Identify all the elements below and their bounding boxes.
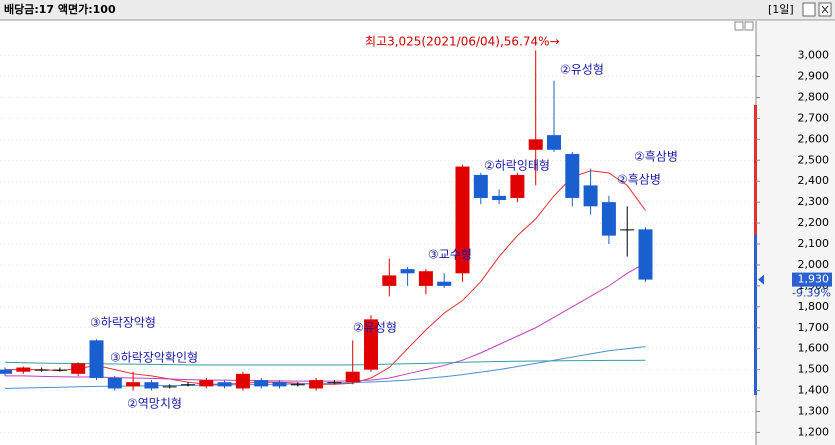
- candle-body: [364, 319, 378, 370]
- close-icon: [821, 5, 829, 14]
- candle-body: [162, 386, 177, 388]
- candle-body: [199, 380, 214, 387]
- moving-average: [5, 170, 646, 385]
- annotation: ③하락장악확인형: [110, 351, 198, 365]
- y-tick-label: 1,200: [798, 425, 830, 438]
- annotation: ②역망치형: [127, 397, 182, 411]
- candle-body: [107, 378, 122, 389]
- y-tick-label: 1,500: [798, 363, 830, 376]
- y-tick-label: 1,400: [798, 384, 830, 397]
- annotation: ②유성형: [560, 63, 604, 77]
- y-tick-label: 2,400: [798, 174, 830, 187]
- candle-body: [547, 135, 561, 150]
- candle-body: [16, 367, 31, 372]
- last-price: 1,930: [798, 273, 830, 286]
- y-tick-label: 2,500: [798, 153, 830, 166]
- candle-body: [309, 380, 324, 389]
- annotation: ③교수형: [428, 248, 472, 262]
- y-tick-label: 1,800: [798, 300, 830, 313]
- candle-body: [34, 369, 49, 371]
- annotation: ③하락장악형: [90, 316, 156, 330]
- price-pointer: [758, 274, 764, 285]
- candle-body: [327, 382, 342, 384]
- y-tick-label: 2,600: [798, 132, 830, 145]
- candle-body: [181, 384, 195, 386]
- change-label: -9.39%: [792, 287, 831, 300]
- candle-body: [437, 281, 452, 286]
- profile-bar: [754, 105, 757, 235]
- candle-body: [418, 271, 433, 286]
- profile-bar: [754, 235, 757, 395]
- candle-body: [601, 202, 616, 236]
- candle-body: [144, 382, 159, 389]
- min-button[interactable]: [734, 21, 744, 31]
- candle-body: [455, 166, 470, 274]
- axis-bg: [756, 21, 835, 445]
- y-tick-label: 1,300: [798, 405, 830, 418]
- candle-body: [0, 369, 12, 374]
- annotation: ②유성형: [353, 321, 397, 335]
- candle-body: [638, 229, 653, 280]
- top-bar: [0, 0, 835, 20]
- candle-body: [254, 380, 269, 387]
- y-tick-label: 2,800: [798, 90, 830, 103]
- candle-body: [400, 269, 415, 274]
- y-tick-label: 3,000: [798, 49, 830, 62]
- y-tick-label: 2,300: [798, 195, 830, 208]
- candle-body: [235, 373, 250, 389]
- annotation: ②흑삼병: [634, 150, 678, 164]
- candle-body: [492, 195, 507, 201]
- candle-body: [52, 369, 67, 371]
- candle-body: [272, 382, 287, 387]
- candle-body: [382, 275, 397, 286]
- candle-body: [217, 382, 232, 387]
- restore-button[interactable]: [802, 2, 816, 17]
- y-tick-label: 1,600: [798, 342, 830, 355]
- moving-average: [4, 359, 646, 366]
- candle-body: [89, 340, 104, 379]
- period[interactable]: [1일]: [768, 2, 794, 16]
- candle-body: [473, 174, 488, 198]
- y-tick-label: 2,200: [798, 216, 830, 229]
- annotation: ②흑삼병: [617, 173, 661, 187]
- annotation: ②하락잉태형: [484, 159, 550, 173]
- header-info: 배당금:17 액면가:100: [4, 2, 116, 16]
- candle-body: [71, 363, 86, 374]
- max-button[interactable]: [744, 21, 754, 31]
- candle-body: [126, 382, 141, 387]
- annotation: 최고3,025(2021/06/04),56.74%→: [365, 35, 560, 49]
- candle-body: [528, 139, 543, 150]
- candle-body: [345, 371, 360, 383]
- y-tick-label: 1,700: [798, 321, 830, 334]
- y-tick-label: 2,700: [798, 111, 830, 124]
- candle-body: [583, 185, 598, 207]
- candle-body: [290, 384, 305, 386]
- y-tick-label: 2,000: [798, 258, 830, 271]
- y-tick-label: 2,100: [798, 237, 830, 250]
- candle-body: [620, 229, 635, 231]
- last-price-box: [792, 272, 832, 287]
- moving-average: [5, 262, 646, 382]
- candle-body: [510, 174, 525, 198]
- candle-body: [565, 153, 580, 198]
- y-tick-label: 2,900: [798, 70, 830, 83]
